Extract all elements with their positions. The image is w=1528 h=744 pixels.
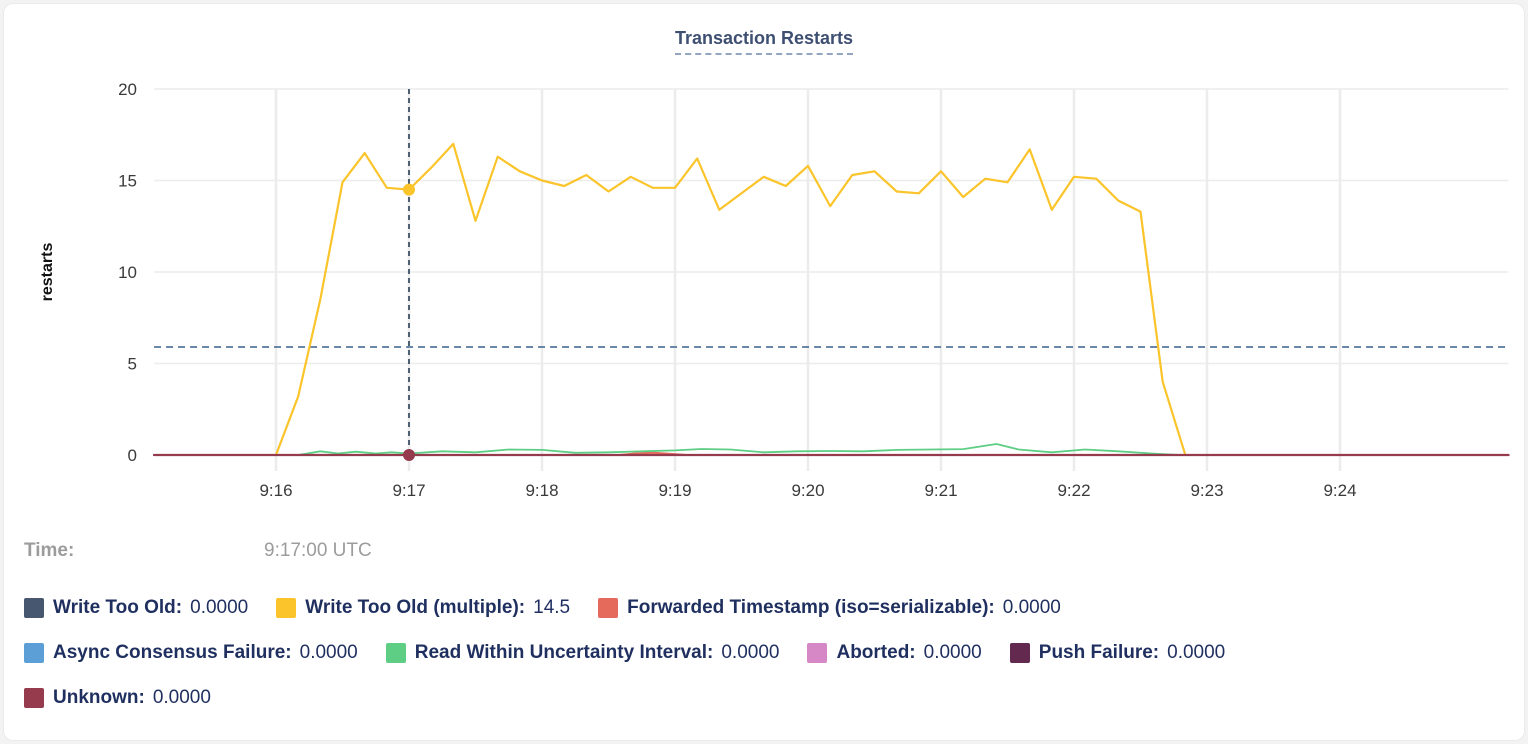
series-value: 0.0000 (190, 597, 249, 618)
legend-item-read-within-uncertainty-interval: Read Within Uncertainty Interval: 0.0000 (385, 642, 780, 664)
legend-row-3: Unknown: 0.0000 (24, 685, 211, 711)
legend-item-write-too-old-multiple: Write Too Old (multiple): 14.5 (276, 597, 570, 619)
series-line-read-within-uncertainty-interval (153, 443, 1182, 456)
crosshair-dot-write-too-old-multiple- (403, 183, 415, 196)
x-tick-label: 9:17 (392, 481, 425, 500)
series-value: 0.0000 (152, 687, 211, 708)
series-value: 14.5 (533, 597, 571, 618)
series-label: Async Consensus Failure: (53, 642, 292, 663)
chart-hover-area[interactable] (154, 89, 1508, 471)
time-label: Time: (24, 540, 75, 561)
y-tick-label: 15 (118, 172, 137, 191)
chart-title-wrap: Transaction Restarts (4, 28, 1524, 55)
series-label: Write Too Old: (53, 597, 183, 618)
series-color-swatch (24, 643, 44, 663)
legend-item-async-consensus-failure: Async Consensus Failure: 0.0000 (24, 642, 358, 664)
series-label: Write Too Old (multiple): (305, 597, 526, 618)
x-tick-label: 9:23 (1190, 481, 1223, 500)
series-color-swatch (385, 643, 406, 663)
series-value: 0.0000 (1167, 642, 1226, 663)
series-color-swatch (276, 598, 297, 618)
series-label: Read Within Uncertainty Interval: (414, 642, 714, 663)
y-tick-label: 5 (128, 355, 137, 374)
series-label: Push Failure: (1038, 642, 1160, 663)
x-tick-label: 9:19 (658, 481, 691, 500)
legend-item-write-too-old: Write Too Old: 0.0000 (24, 597, 248, 619)
series-color-swatch (598, 598, 619, 618)
legend-row-2: Async Consensus Failure: 0.0000 Read Withi… (24, 640, 1225, 666)
legend-item-aborted: Aborted: 0.0000 (807, 642, 982, 664)
x-tick-label: 9:21 (924, 481, 957, 500)
series-value: 0.0000 (1002, 597, 1061, 618)
time-value: 9:17:00 UTC (264, 540, 372, 561)
series-value: 0.0000 (299, 642, 358, 663)
y-tick-label: 20 (118, 80, 137, 99)
y-tick-label: 10 (118, 263, 137, 282)
crosshair-dot-unknown (403, 449, 415, 461)
x-tick-label: 9:22 (1057, 481, 1090, 500)
chart-card: 9:16 9:17 9:18 9:19 9:20 9:21 9:22 9:23 9:24 0 5 10… (3, 3, 1525, 741)
y-tick-label: 0 (128, 446, 137, 465)
series-label: Unknown: (53, 687, 145, 708)
chart-title[interactable]: Transaction Restarts (674, 28, 854, 55)
series-label: Aborted: (836, 642, 916, 663)
series-color-swatch (24, 688, 44, 708)
series-value: 0.0000 (721, 642, 780, 663)
x-tick-label: 9:16 (259, 481, 292, 500)
y-axis-label: restarts (39, 243, 56, 302)
x-tick-label: 9:18 (525, 481, 558, 500)
transaction-restarts-chart[interactable]: 9:16 9:17 9:18 9:19 9:20 9:21 9:22 9:23 9:24 0 5 10… (4, 4, 1528, 524)
hover-time-row: Time: 9:17:00 UTC (4, 540, 1524, 566)
series-color-swatch (24, 598, 44, 618)
x-tick-label: 9:20 (791, 481, 824, 500)
legend-item-push-failure: Push Failure: 0.0000 (1009, 642, 1226, 664)
legend-row-1: Write Too Old: 0.0000 Write Too Old (multi… (24, 595, 1061, 621)
series-value: 0.0000 (923, 642, 982, 663)
legend-item-unknown: Unknown: 0.0000 (24, 687, 211, 709)
series-line-write-too-old-multiple (274, 142, 1186, 457)
series-label: Forwarded Timestamp (iso=serializable): (627, 597, 995, 618)
series-color-swatch (1009, 643, 1030, 663)
x-tick-label: 9:24 (1323, 481, 1356, 500)
series-color-swatch (807, 643, 828, 663)
legend-item-forwarded-timestamp-iso-serializable: Forwarded Timestamp (iso=serializable): 0… (598, 597, 1061, 619)
